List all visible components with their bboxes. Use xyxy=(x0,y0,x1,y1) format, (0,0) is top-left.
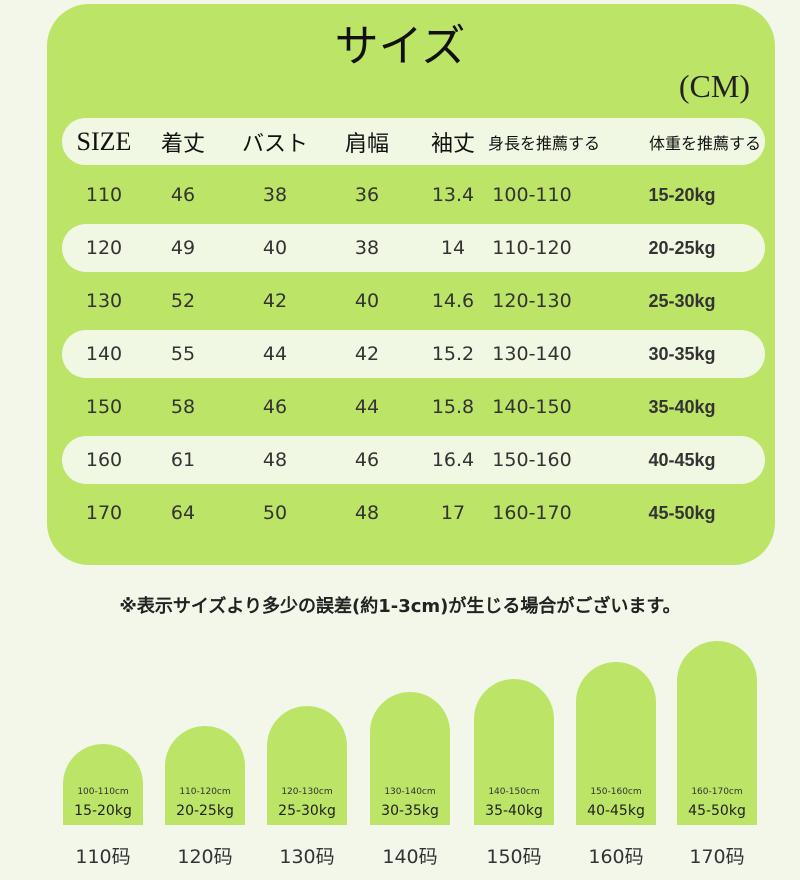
table-cell: 14 xyxy=(440,237,466,259)
bar-size-label: 150码 xyxy=(486,846,542,868)
table-cell: 48 xyxy=(262,449,288,471)
table-cell: 46 xyxy=(354,449,380,471)
table-cell: 49 xyxy=(170,237,196,259)
column-header: 着丈 xyxy=(160,131,206,157)
table-cell: 46 xyxy=(262,396,288,418)
table-cell: 100-110 xyxy=(492,184,572,206)
column-header: 袖丈 xyxy=(430,131,476,157)
table-cell: 15-20kg xyxy=(648,184,716,205)
bar-weight-range: 40-45kg xyxy=(587,803,645,819)
table-cell: 17 xyxy=(440,502,466,524)
table-header: SIZE 着丈 バスト 肩幅 袖丈 身長を推薦する 体重を推薦する xyxy=(62,118,765,165)
table-cell: 120-130 xyxy=(492,290,572,312)
table-cell: 58 xyxy=(170,396,196,418)
table-row: 170 64 50 48 17 160-170 45-50kg xyxy=(62,489,765,537)
bar-size-label: 120码 xyxy=(177,846,233,868)
table-cell: 38 xyxy=(262,184,288,206)
table-cell: 170 xyxy=(85,502,123,524)
table-cell: 120 xyxy=(85,237,123,259)
table-cell: 160 xyxy=(85,449,123,471)
table-cell: 15.8 xyxy=(431,396,475,418)
table-cell: 52 xyxy=(170,290,196,312)
bar-weight-range: 20-25kg xyxy=(176,803,234,819)
table-cell: 110-120 xyxy=(492,237,572,259)
table-cell: 130-140 xyxy=(492,343,572,365)
table-row: 140 55 44 42 15.2 130-140 30-35kg xyxy=(62,330,765,378)
size-bar: 120-130cm 25-30kg xyxy=(267,706,347,825)
table-cell: 50 xyxy=(262,502,288,524)
table-cell: 150 xyxy=(85,396,123,418)
size-bar: 140-150cm 35-40kg xyxy=(474,679,554,825)
table-cell: 15.2 xyxy=(431,343,475,365)
column-header: SIZE xyxy=(76,126,132,156)
table-cell: 61 xyxy=(170,449,196,471)
bar-weight-range: 45-50kg xyxy=(688,803,746,819)
bar-height-range: 160-170cm xyxy=(691,787,743,797)
disclaimer-note: ※表示サイズより多少の誤差(約1-3cm)が生じる場合がございます。 xyxy=(119,596,681,617)
column-header: 肩幅 xyxy=(344,131,390,157)
table-cell: 16.4 xyxy=(431,449,475,471)
bar-height-range: 130-140cm xyxy=(384,787,436,797)
table-cell: 20-25kg xyxy=(648,237,716,258)
table-cell: 150-160 xyxy=(492,449,572,471)
size-bar: 160-170cm 45-50kg xyxy=(677,641,757,825)
table-cell: 48 xyxy=(354,502,380,524)
table-cell: 140-150 xyxy=(492,396,572,418)
column-header: バスト xyxy=(241,131,309,157)
page-title: サイズ xyxy=(334,21,466,72)
table-cell: 130 xyxy=(85,290,123,312)
table-cell: 40 xyxy=(354,290,380,312)
table-cell: 40 xyxy=(262,237,288,259)
table-cell: 110 xyxy=(85,184,123,206)
size-bar: 100-110cm 15-20kg xyxy=(63,744,143,825)
unit-label: (CM) xyxy=(678,68,750,104)
bar-weight-range: 25-30kg xyxy=(278,803,336,819)
table-cell: 38 xyxy=(354,237,380,259)
size-bar: 150-160cm 40-45kg xyxy=(576,662,656,825)
table-cell: 45-50kg xyxy=(648,502,716,523)
size-bar: 130-140cm 30-35kg xyxy=(370,692,450,825)
table-row: 160 61 48 46 16.4 150-160 40-45kg xyxy=(62,436,765,484)
table-cell: 140 xyxy=(85,343,123,365)
bar-height-range: 120-130cm xyxy=(281,787,333,797)
bar-weight-range: 30-35kg xyxy=(381,803,439,819)
column-header: 体重を推薦する xyxy=(648,133,762,153)
bar-weight-range: 35-40kg xyxy=(485,803,543,819)
bar-height-range: 110-120cm xyxy=(179,787,231,797)
bar-height-range: 150-160cm xyxy=(590,787,642,797)
table-cell: 64 xyxy=(170,502,196,524)
table-cell: 14.6 xyxy=(431,290,475,312)
bar-weight-range: 15-20kg xyxy=(74,803,132,819)
table-cell: 30-35kg xyxy=(648,343,716,364)
table-cell: 25-30kg xyxy=(648,290,716,311)
size-bar: 110-120cm 20-25kg xyxy=(165,726,245,825)
table-cell: 40-45kg xyxy=(648,449,716,470)
table-cell: 42 xyxy=(262,290,288,312)
bar-size-label: 160码 xyxy=(588,846,644,868)
table-cell: 36 xyxy=(354,184,380,206)
table-cell: 46 xyxy=(170,184,196,206)
bar-height-range: 100-110cm xyxy=(77,787,129,797)
table-cell: 13.4 xyxy=(431,184,475,206)
bar-size-label: 130码 xyxy=(279,846,335,868)
table-cell: 55 xyxy=(170,343,196,365)
table-row: 120 49 40 38 14 110-120 20-25kg xyxy=(62,224,765,272)
table-cell: 160-170 xyxy=(492,502,572,524)
table-row: 110 46 38 36 13.4 100-110 15-20kg xyxy=(62,171,765,219)
table-row: 150 58 46 44 15.8 140-150 35-40kg xyxy=(62,383,765,431)
table-cell: 44 xyxy=(354,396,380,418)
table-cell: 42 xyxy=(354,343,380,365)
table-cell: 35-40kg xyxy=(648,396,716,417)
bar-size-label: 170码 xyxy=(689,846,745,868)
column-header: 身長を推薦する xyxy=(487,133,601,153)
table-cell: 44 xyxy=(262,343,288,365)
table-row: 130 52 42 40 14.6 120-130 25-30kg xyxy=(62,277,765,325)
bar-size-label: 110码 xyxy=(75,846,131,868)
bar-size-label: 140码 xyxy=(382,846,438,868)
bar-height-range: 140-150cm xyxy=(488,787,540,797)
